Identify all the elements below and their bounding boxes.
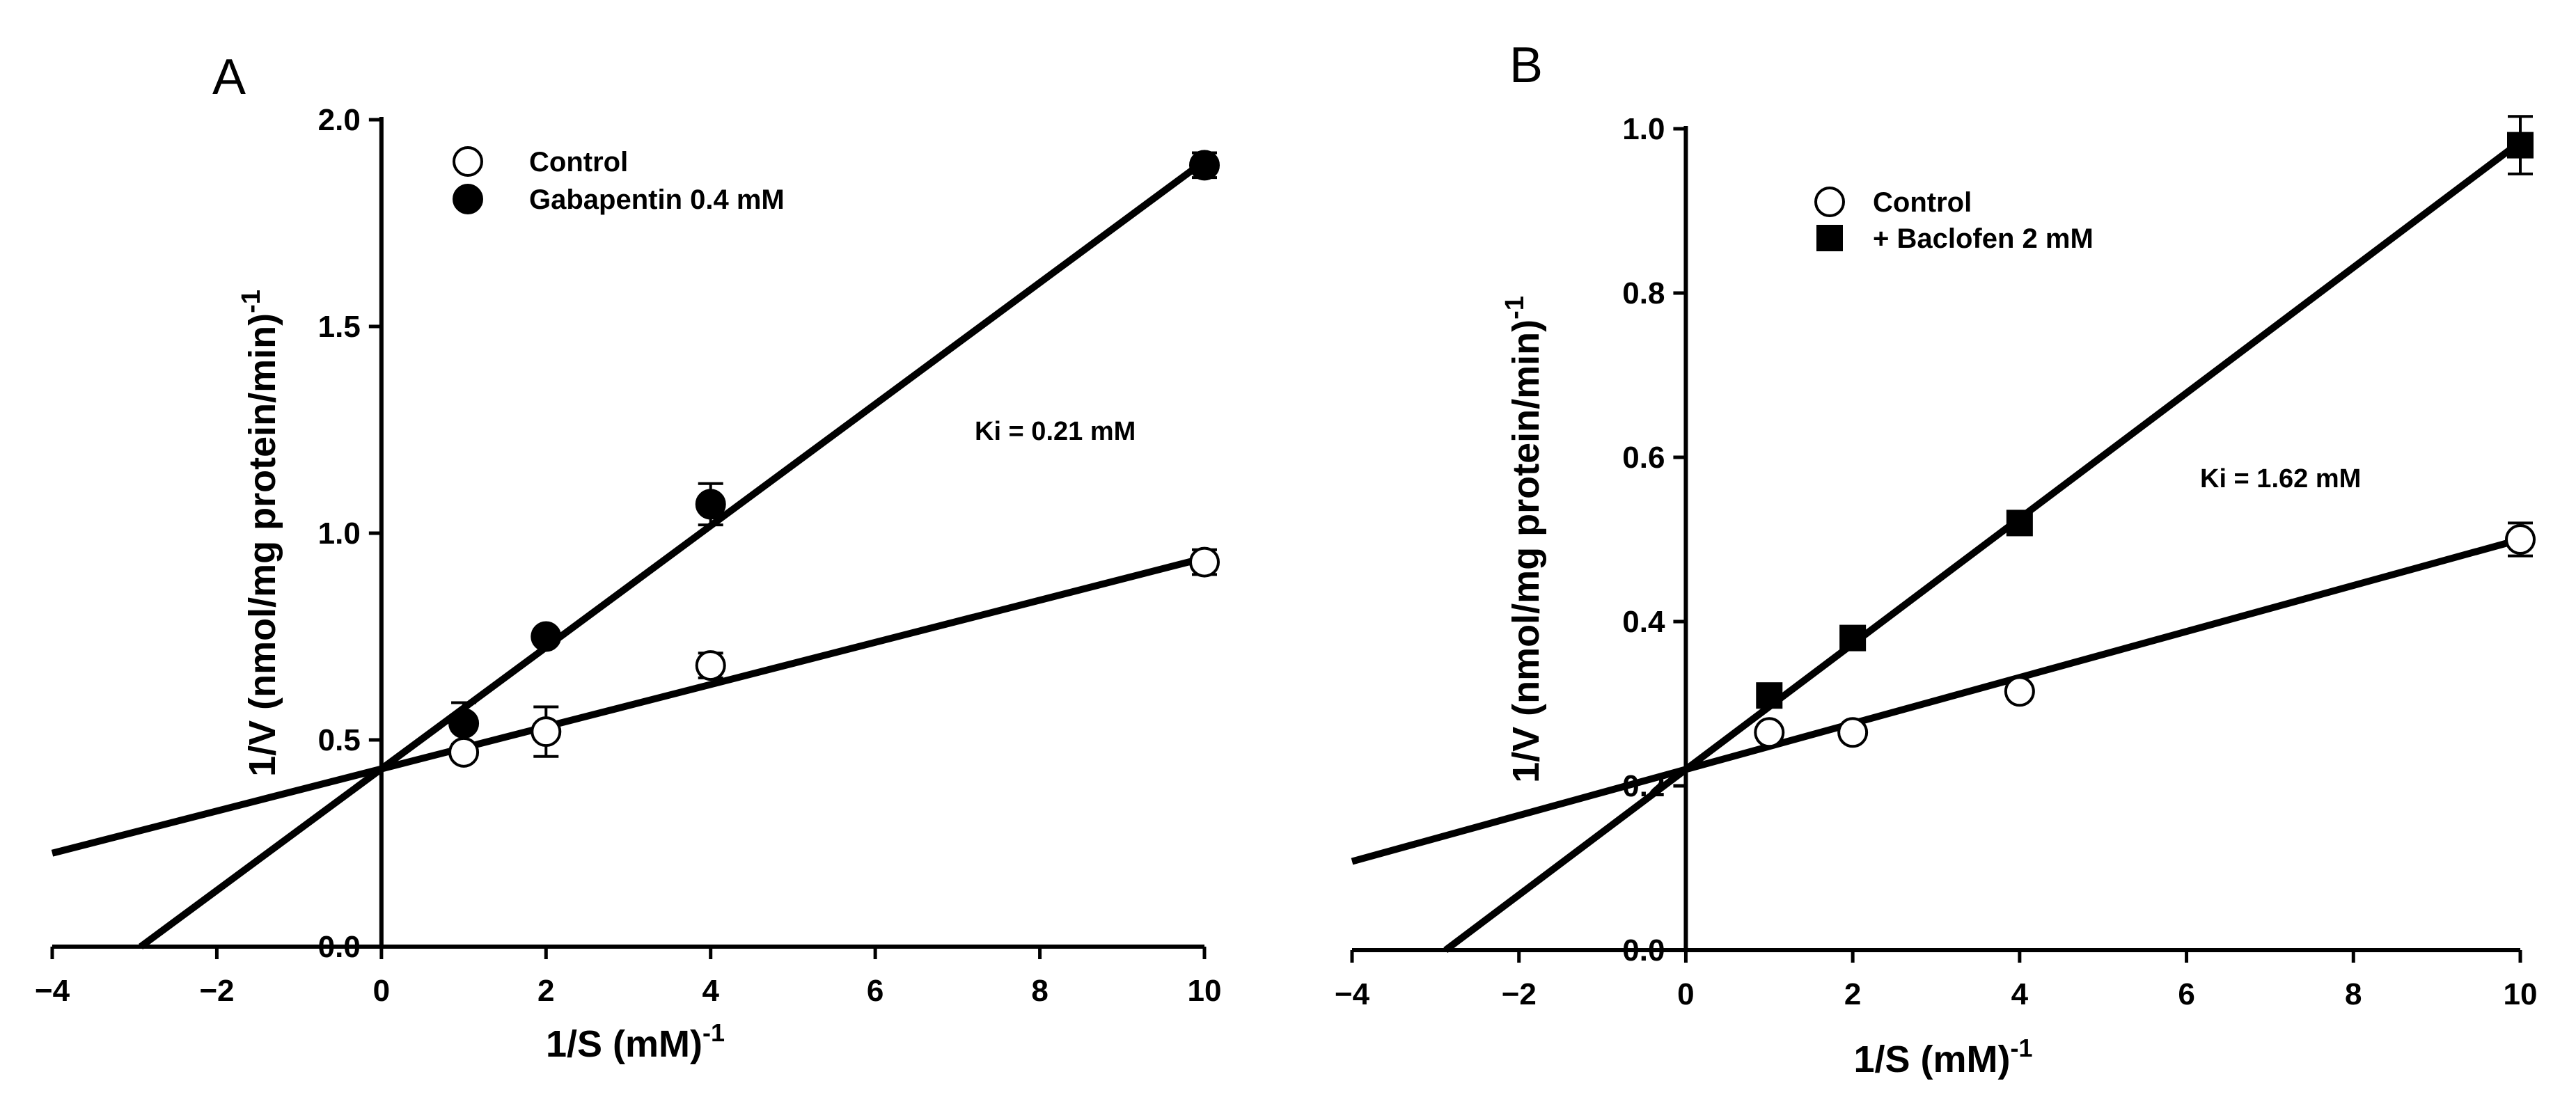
y-tick-label: 2.0 [318,103,361,137]
fit-line-control [1351,536,2522,865]
y-axis-title-superscript: -1 [1500,296,1530,319]
data-point [2004,676,2035,707]
panel-label: B [1509,38,1543,93]
x-tick-label: −4 [1335,977,1370,1011]
data-point [1189,546,1220,578]
data-point [2505,524,2536,555]
y-axis-title: 1/V (nmol/mg protein/min)-1 [1500,296,1547,783]
y-tick-label: 0.0 [1622,933,1665,968]
fit-line-inhibitor [1443,139,2523,953]
x-axis-title-superscript: -1 [2011,1034,2033,1062]
ki-annotation: Ki = 0.21 mM [975,417,1136,446]
y-tick-label: 1.5 [318,310,361,344]
x-tick-label: 8 [2345,977,2362,1011]
x-axis-title: 1/S (mM)-1 [546,1018,725,1065]
data-point [1837,717,1869,748]
y-tick-label: 1.0 [318,516,361,551]
data-point [695,489,726,520]
data-point [448,708,480,739]
data-point [695,650,726,681]
y-tick-label: 0.8 [1622,276,1665,310]
y-tick-label: 1.0 [1622,112,1665,146]
x-tick-label: 6 [867,974,883,1008]
legend-marker [453,146,483,177]
fit-line-inhibitor [139,158,1207,950]
data-point [1189,150,1220,181]
x-tick-label: 0 [1677,977,1694,1011]
y-tick-label: 0.6 [1622,441,1665,475]
x-tick-label: 4 [702,974,719,1008]
legend-label: Control [1873,187,1972,218]
panel-a: −4 −2 0 2 4 6 8 10 0.0 0.5 1.0 1.5 2.0 Control Gabapen… [35,49,1222,1065]
legend-marker [1814,187,1845,217]
panel-label: A [212,49,246,105]
data-point [1839,624,1867,652]
x-tick-label: 10 [2504,977,2538,1011]
x-tick-label: 10 [1188,974,1222,1008]
y-tick-label: 0.5 [318,723,361,757]
y-axis-title-text: 1/V (nmol/mg protein/min) [242,313,283,777]
data-point [531,621,562,652]
x-tick-label: 6 [2178,977,2194,1011]
x-tick-label: 8 [1031,974,1048,1008]
x-axis-title-text: 1/S (mM) [1853,1039,2010,1080]
x-tick-label: −2 [1502,977,1537,1011]
data-point [1754,717,1785,748]
x-axis-title-superscript: -1 [702,1018,725,1047]
fit-line-control [51,554,1206,857]
legend-marker [1816,225,1843,251]
x-axis-title-text: 1/S (mM) [546,1023,702,1065]
x-tick-label: 0 [373,974,390,1008]
x-tick-label: 4 [2011,977,2029,1011]
x-tick-label: −2 [199,974,234,1008]
legend-marker [453,184,483,214]
x-tick-label: 2 [1844,977,1861,1011]
data-point [448,736,480,768]
y-axis-title-text: 1/V (nmol/mg protein/min) [1505,319,1547,783]
legend-label: Control [529,147,628,177]
y-tick-label: 0.4 [1622,605,1665,639]
x-tick-label: 2 [537,974,554,1008]
ki-annotation: Ki = 1.62 mM [2200,464,2361,494]
legend-label: + Baclofen 2 mM [1873,223,2094,254]
data-point [1756,682,1783,709]
legend-label: Gabapentin 0.4 mM [529,184,785,215]
y-tick-label: 0.0 [318,930,361,964]
x-tick-label: −4 [35,974,70,1008]
data-point [2006,510,2033,537]
y-axis-title: 1/V (nmol/mg protein/min)-1 [237,290,283,777]
x-axis-title: 1/S (mM)-1 [1853,1034,2032,1080]
y-axis-title-superscript: -1 [237,290,266,313]
data-point [531,716,562,748]
data-point [2507,132,2534,159]
